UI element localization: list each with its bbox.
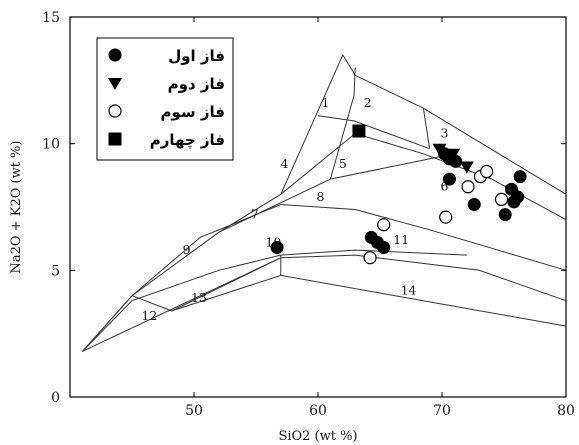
data-point xyxy=(377,218,391,232)
field-label: 9 xyxy=(183,242,191,257)
field-label: 3 xyxy=(441,126,449,141)
y-tick-label: 0 xyxy=(51,390,60,406)
x-tick-label: 70 xyxy=(433,403,451,419)
field-boundary-line xyxy=(329,67,356,180)
data-point xyxy=(494,192,509,206)
field-boundary-line xyxy=(317,115,430,150)
data-point xyxy=(507,195,521,209)
field-label: 1 xyxy=(321,95,329,110)
data-point xyxy=(270,241,284,255)
field-label: 12 xyxy=(141,308,157,323)
field-boundary-line xyxy=(82,249,467,352)
field-label: 4 xyxy=(281,156,289,171)
data-point xyxy=(442,172,456,186)
field-label: 8 xyxy=(317,189,325,204)
data-point xyxy=(467,197,481,211)
data-point xyxy=(480,164,494,179)
data-point xyxy=(377,241,391,255)
field-label: 14 xyxy=(401,283,417,298)
y-tick-label: 15 xyxy=(42,10,60,26)
x-tick-label: 60 xyxy=(309,403,327,419)
data-point xyxy=(459,161,474,174)
data-point xyxy=(498,208,512,222)
x-tick-label: 50 xyxy=(185,403,203,419)
legend-marker xyxy=(108,132,122,146)
legend-marker xyxy=(108,104,122,118)
field-label: 5 xyxy=(339,156,347,171)
data-points xyxy=(270,124,527,265)
data-point xyxy=(446,148,461,161)
y-axis-label: Na2O + K2O (wt %) xyxy=(9,141,24,274)
field-boundary-line xyxy=(82,254,567,352)
x-axis-label: SiO2 (wt %) xyxy=(278,429,357,444)
legend-marker xyxy=(108,48,122,62)
data-point xyxy=(363,251,377,265)
legend-label: فاز دوم xyxy=(168,75,225,93)
y-tick-label: 5 xyxy=(51,263,60,279)
legend-label: فاز اول xyxy=(168,47,225,65)
field-boundary-line xyxy=(82,295,133,352)
data-point xyxy=(352,124,366,138)
x-tick-label: 80 xyxy=(557,403,575,419)
field-label: 2 xyxy=(364,95,372,110)
legend-marker xyxy=(108,78,122,90)
legend-label: فاز سوم xyxy=(161,103,225,121)
field-boundary-line xyxy=(422,108,431,149)
y-tick-label: 10 xyxy=(42,137,60,153)
legend-label: فاز چهارم xyxy=(150,131,225,150)
data-point xyxy=(513,170,527,184)
field-label: 11 xyxy=(393,232,409,247)
field-label: 6 xyxy=(441,179,449,194)
field-label: 13 xyxy=(191,290,207,305)
field-boundaries xyxy=(82,53,567,352)
field-boundary-line xyxy=(131,203,567,297)
field-label: 7 xyxy=(251,207,259,222)
data-point xyxy=(461,180,475,194)
field-boundary-line xyxy=(171,274,567,327)
data-point xyxy=(439,210,453,224)
data-point xyxy=(432,143,447,156)
legend: فاز اول فاز دوم فاز سوم فاز چهارم xyxy=(96,37,234,161)
